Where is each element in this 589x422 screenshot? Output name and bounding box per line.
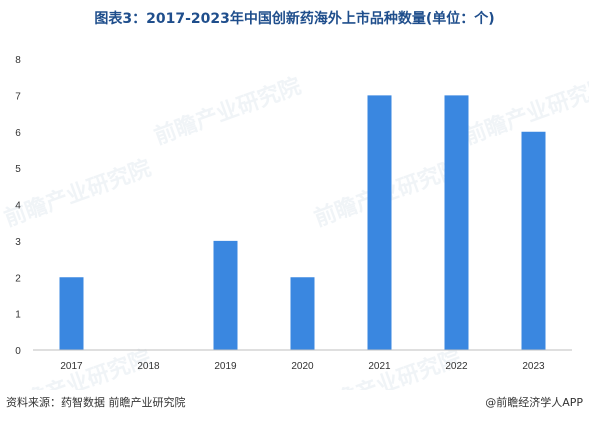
x-tick-label: 2017 — [60, 361, 83, 372]
y-tick-label: 3 — [15, 237, 21, 248]
x-tick-label: 2023 — [522, 361, 545, 372]
source-note: 资料来源：药智数据 前瞻产业研究院 — [6, 396, 186, 409]
x-axis: 2017 2018 2019 2020 2021 2022 2023 — [60, 361, 545, 372]
chart-title: 图表3：2017-2023年中国创新药海外上市品种数量(单位：个) — [94, 11, 495, 27]
x-tick-label: 2018 — [137, 361, 160, 372]
bar-2021 — [367, 95, 392, 350]
bar-2019 — [213, 240, 238, 350]
x-tick-label: 2022 — [445, 361, 468, 372]
y-tick-label: 0 — [15, 346, 21, 357]
x-tick-label: 2020 — [291, 361, 314, 372]
x-tick-label: 2021 — [368, 361, 391, 372]
y-axis: 0 1 2 3 4 5 6 7 8 — [15, 55, 21, 357]
y-tick-label: 8 — [15, 55, 21, 66]
bar-chart: 前瞻产业研究院前瞻产业研究院前瞻产业研究院前瞻产业研究院前瞻产业研究院前瞻产业研… — [1, 55, 589, 390]
y-tick-label: 1 — [15, 310, 21, 321]
y-tick-label: 4 — [15, 201, 21, 212]
y-tick-label: 5 — [15, 164, 21, 175]
brand-credit: @前瞻经济学人APP — [485, 396, 583, 409]
y-tick-label: 7 — [15, 91, 21, 102]
watermark-text: 前瞻产业研究院 — [151, 73, 305, 150]
bar-2023 — [521, 131, 546, 350]
footer: 资料来源：药智数据 前瞻产业研究院 @前瞻经济学人APP — [0, 390, 589, 416]
bar-2020 — [290, 277, 315, 350]
y-tick-label: 2 — [15, 273, 21, 284]
bar-2017 — [59, 277, 84, 350]
watermark-text: 前瞻产业研究院 — [1, 155, 155, 232]
bars — [59, 95, 546, 350]
bar-2022 — [444, 95, 469, 350]
y-tick-label: 6 — [15, 128, 21, 139]
x-tick-label: 2019 — [214, 361, 237, 372]
